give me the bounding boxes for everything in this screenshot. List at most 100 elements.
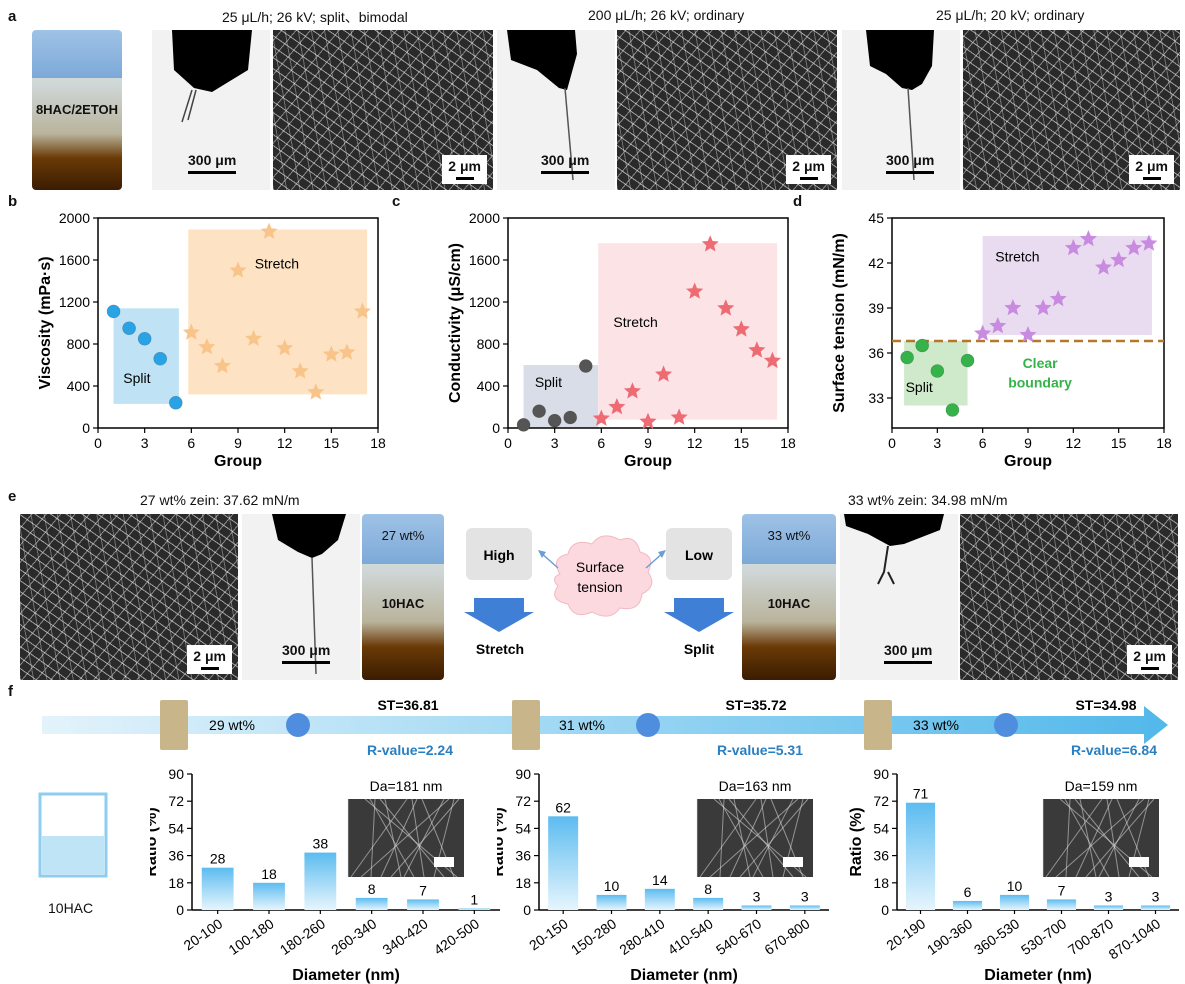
timeline-dot-1 <box>286 713 310 737</box>
vial-photo-33wt: 33 wt% 10HAC <box>742 514 836 680</box>
data-point-stretch <box>1140 234 1158 251</box>
data-point-stretch <box>717 299 735 316</box>
sem-image-3: 2 μm <box>963 30 1180 190</box>
x-tick-label: 260-340 <box>328 915 379 958</box>
y-tick-label: 18 <box>168 875 184 891</box>
histogram-bar <box>1046 899 1077 910</box>
wt-label-2: 31 wt% <box>559 717 605 733</box>
panel-letter-b: b <box>8 193 18 210</box>
inset-fiber <box>411 798 425 878</box>
taylor-cone-image-27wt: 300 μm <box>242 514 360 680</box>
y-tick-label: 800 <box>67 336 91 352</box>
data-point-stretch <box>182 323 200 340</box>
inset-scalebar <box>783 857 803 867</box>
clear-boundary-line2: boundary <box>1008 375 1072 391</box>
region-split <box>523 365 599 428</box>
inset-fiber <box>728 798 794 878</box>
y-tick-label: 72 <box>515 793 531 809</box>
region-split <box>113 308 179 404</box>
cone-scale-label-27wt: 300 μm <box>282 642 331 658</box>
data-point-stretch <box>1110 251 1128 268</box>
bar-value-label: 62 <box>555 799 571 815</box>
inset-fiber <box>403 798 445 878</box>
data-point-stretch <box>686 282 704 299</box>
beaker-label: 10HAC <box>48 900 94 916</box>
panel-letter-a: a <box>8 8 17 25</box>
data-point-split <box>137 331 152 346</box>
inset-fiber <box>1085 798 1155 878</box>
histogram-bar <box>407 899 439 910</box>
x-tick-label: 6 <box>597 435 605 451</box>
scale-line <box>541 171 590 174</box>
data-point-stretch <box>1049 290 1067 307</box>
data-point-stretch <box>639 412 657 429</box>
histogram-bar <box>905 802 936 910</box>
vial-photo-27wt: 27 wt% 10HAC <box>362 514 444 680</box>
clear-boundary-line1: Clear <box>1023 355 1059 371</box>
inset-fiber <box>752 798 794 878</box>
x-tick-label: 20-100 <box>181 915 226 953</box>
mini-vial-3 <box>864 700 892 750</box>
bar-value-label: 6 <box>964 884 972 900</box>
x-tick-label: 420-500 <box>431 915 482 958</box>
inset-fiber <box>369 798 415 878</box>
high-label: High <box>483 547 514 563</box>
histogram-bar <box>999 894 1030 910</box>
data-point-stretch <box>1004 299 1022 316</box>
data-point-stretch <box>198 338 216 355</box>
bar-value-label: 8 <box>368 881 376 897</box>
bar-value-label: 71 <box>913 786 929 802</box>
timeline-dot-3 <box>994 713 1018 737</box>
y-tick-label: 36 <box>873 848 889 864</box>
y-tick-label: 2000 <box>59 210 90 226</box>
histogram-bar <box>741 905 772 910</box>
cone-scalebar-2: 300 μm <box>541 152 589 174</box>
histogram-bar <box>548 816 579 910</box>
y-tick-label: 42 <box>868 255 884 271</box>
x-tick-label: 340-420 <box>379 915 430 958</box>
down-arrow-split <box>664 598 734 632</box>
vial-label: 8HAC/2ETOH <box>35 102 119 117</box>
histogram-bar <box>304 852 337 910</box>
scale-line <box>200 667 219 670</box>
x-axis-label: Group <box>1004 453 1052 470</box>
bar-value-label: 3 <box>1152 888 1160 904</box>
vial-cap <box>32 30 122 78</box>
bar-value-label: 38 <box>313 836 329 852</box>
condition-caption-1: 25 μL/h; 26 kV; split、bimodal <box>222 9 408 25</box>
vial-photo-8hac: 8HAC/2ETOH <box>32 30 122 190</box>
data-point-stretch <box>1095 258 1113 275</box>
sem-scale-label-27wt: 2 μm <box>193 648 226 664</box>
inset-fiber <box>1106 798 1120 878</box>
y-tick-label: 2000 <box>469 210 500 226</box>
beaker-icon <box>38 792 108 878</box>
data-point-stretch <box>229 261 247 278</box>
cone-scalebar-3: 300 μm <box>886 152 934 174</box>
x-tick-label: 670-800 <box>761 915 812 958</box>
panel-letter-f: f <box>8 683 13 700</box>
data-point-split <box>516 418 531 432</box>
inset-fiber <box>709 798 799 878</box>
data-point-split <box>945 403 960 417</box>
histogram-bar <box>596 894 627 910</box>
sem-image-2: 2 μm <box>617 30 837 190</box>
panel-e-left-caption: 27 wt% zein: 37.62 mN/m <box>140 492 300 508</box>
x-tick-label: 18 <box>780 435 796 451</box>
cone-drawing-3 <box>866 30 934 181</box>
r-value-3: R-value=6.84 <box>1071 742 1157 758</box>
sem-scale-label-3: 2 μm <box>1135 158 1168 174</box>
data-point-stretch <box>623 382 641 399</box>
cone-scalebar-1: 300 μm <box>188 152 236 174</box>
data-point-stretch <box>670 408 688 425</box>
sem-image-33wt: 2 μm <box>960 514 1178 680</box>
x-tick-label: 6 <box>979 435 987 451</box>
bar-value-label: 10 <box>604 878 620 894</box>
inset-fiber <box>380 798 418 878</box>
x-tick-label: 360-530 <box>971 915 1022 958</box>
vial-bottom-label-27wt: 10HAC <box>381 596 425 611</box>
scale-line <box>799 177 818 180</box>
panel-e-right-caption: 33 wt% zein: 34.98 mN/m <box>848 492 1008 508</box>
bar-value-label: 7 <box>419 882 427 898</box>
bar-value-label: 3 <box>801 888 809 904</box>
x-tick-label: 12 <box>277 435 293 451</box>
